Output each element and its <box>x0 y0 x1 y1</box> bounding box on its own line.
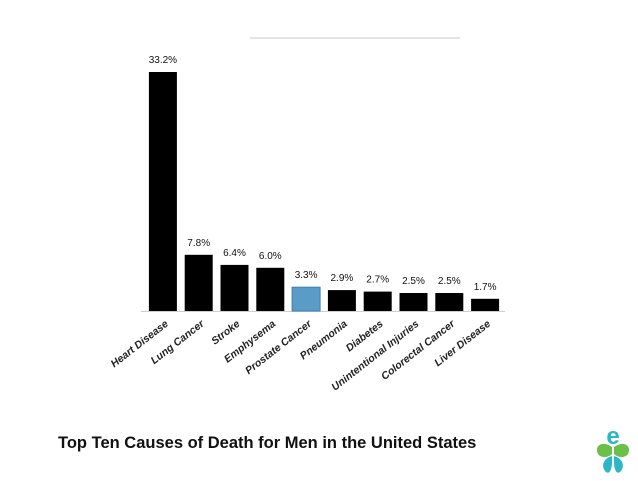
logo-wing-bottom-right <box>614 456 623 473</box>
logo-wing-top-right <box>614 443 630 457</box>
data-label: 7.8% <box>187 238 210 249</box>
bar-liver-disease <box>471 298 500 311</box>
bar-stroke <box>220 264 249 311</box>
bar-prostate-cancer <box>291 286 321 312</box>
bar-emphysema <box>256 267 285 311</box>
bar-lung-cancer <box>184 254 213 311</box>
data-label: 3.3% <box>295 270 318 281</box>
bar-pneumonia <box>327 290 356 311</box>
bar-unintentional-injuries <box>399 293 428 311</box>
data-label: 1.7% <box>474 282 497 293</box>
data-label: 2.7% <box>366 275 389 286</box>
data-label: 6.0% <box>259 251 282 262</box>
bar-chart: 33.2% Heart Disease 7.8% Lung Cancer 6.4% Str… <box>109 37 505 393</box>
data-label: 2.9% <box>331 273 354 284</box>
data-label: 2.5% <box>402 276 425 287</box>
chart-caption: Top Ten Causes of Death for Men in the U… <box>58 434 477 452</box>
data-label: 33.2% <box>149 55 177 66</box>
butterfly-e-logo: e <box>592 420 634 476</box>
bar-diabetes <box>363 291 392 311</box>
data-label: 2.5% <box>438 276 461 287</box>
bar-colorectal-cancer <box>435 293 464 311</box>
bar-heart-disease <box>148 72 177 311</box>
logo-letter: e <box>606 423 619 450</box>
logo-wing-top-left <box>596 443 612 457</box>
data-label: 6.4% <box>223 248 246 259</box>
logo-icon: e <box>596 423 630 473</box>
logo-wing-bottom-left <box>603 456 612 473</box>
